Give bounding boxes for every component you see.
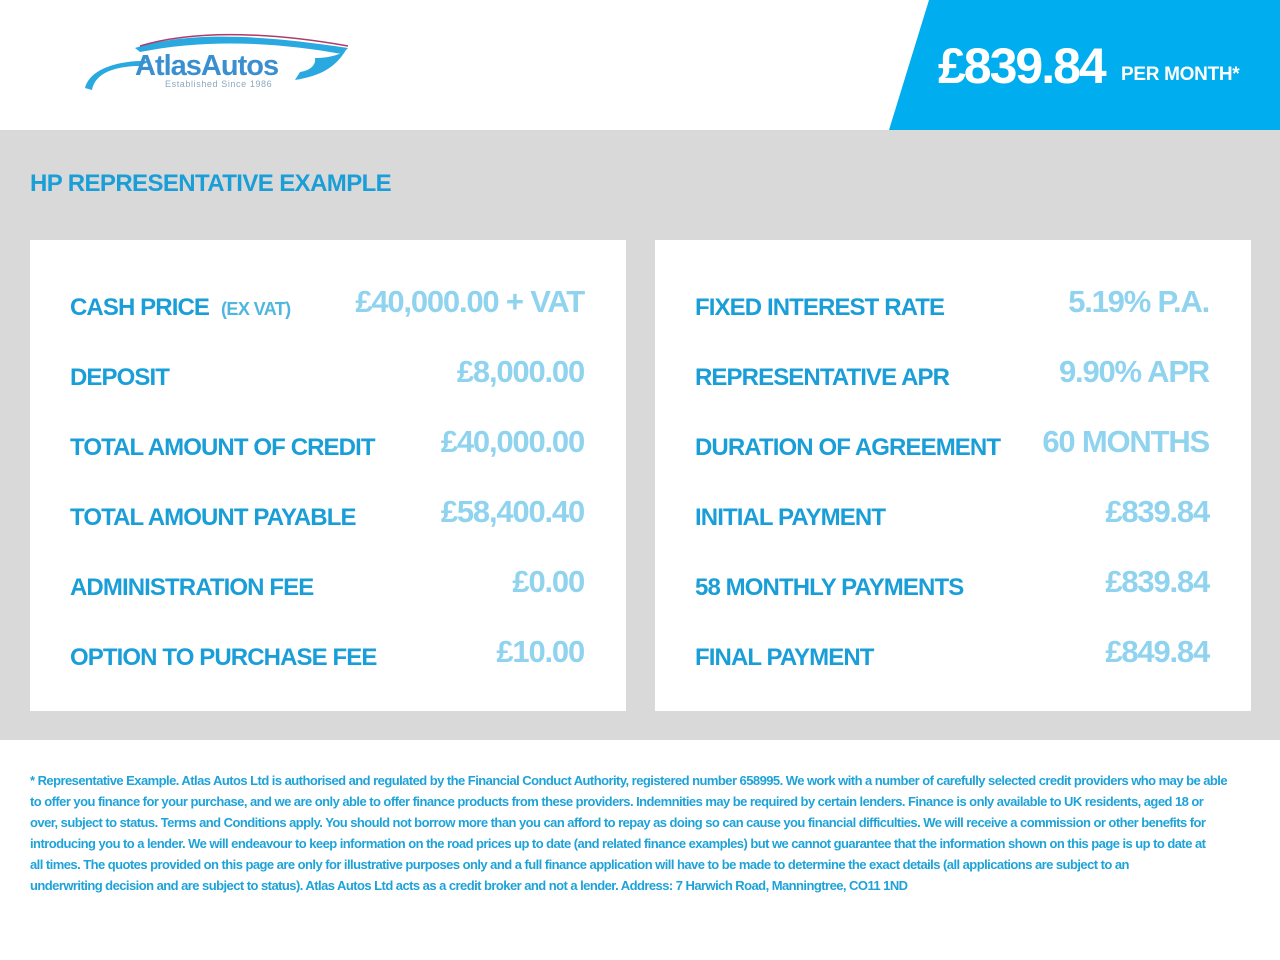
- disclaimer-line: to offer you finance for your purchase, …: [30, 794, 1204, 809]
- disclaimer-line: introducing you to a lender. We will end…: [30, 836, 1206, 851]
- finance-value: £10.00: [496, 634, 585, 669]
- monthly-price-banner: [889, 0, 1280, 130]
- finance-value: 60 MONTHS: [1042, 424, 1210, 459]
- finance-label-text: TOTAL AMOUNT PAYABLE: [70, 504, 356, 531]
- finance-row: FIXED INTEREST RATE 5.19% P.A.: [695, 282, 1210, 322]
- svg-text:AtlasAutos: AtlasAutos: [135, 50, 278, 82]
- finance-row: FINAL PAYMENT £849.84: [695, 632, 1210, 672]
- finance-label: 58 MONTHLY PAYMENTS: [695, 574, 964, 602]
- finance-label: REPRESENTATIVE APR: [695, 364, 950, 392]
- finance-row: TOTAL AMOUNT PAYABLE £58,400.40: [70, 492, 585, 532]
- finance-value: £0.00: [512, 564, 585, 599]
- finance-label: DEPOSIT: [70, 364, 170, 392]
- finance-row: 58 MONTHLY PAYMENTS £839.84: [695, 562, 1210, 602]
- finance-label: TOTAL AMOUNT OF CREDIT: [70, 434, 376, 462]
- disclaimer-line: over, subject to status. Terms and Condi…: [30, 815, 1206, 830]
- finance-value: £8,000.00: [456, 354, 585, 389]
- finance-label-text: CASH PRICE: [70, 294, 210, 321]
- finance-label-text: REPRESENTATIVE APR: [695, 364, 950, 391]
- finance-label: CASH PRICE (EX VAT): [70, 294, 291, 322]
- header: AtlasAutos Established Since 1986 £839.8…: [0, 0, 1280, 130]
- finance-label-text: ADMINISTRATION FEE: [70, 574, 314, 601]
- finance-row: DEPOSIT £8,000.00: [70, 352, 585, 392]
- finance-value: 9.90% APR: [1058, 354, 1210, 389]
- disclaimer-line: * Representative Example. Atlas Autos Lt…: [30, 773, 1228, 788]
- right-finance-panel: FIXED INTEREST RATE 5.19% P.A. REPRESENTAT…: [655, 240, 1251, 711]
- finance-value: £839.84: [1105, 494, 1210, 529]
- finance-label-note: (EX VAT): [221, 299, 291, 319]
- disclaimer-line: all times. The quotes provided on this p…: [30, 857, 1129, 872]
- monthly-price: £839.84: [938, 38, 1107, 94]
- finance-label-text: TOTAL AMOUNT OF CREDIT: [70, 434, 376, 461]
- finance-label-text: OPTION TO PURCHASE FEE: [70, 644, 377, 671]
- finance-label: TOTAL AMOUNT PAYABLE: [70, 504, 356, 532]
- disclaimer-line: underwriting decision and are subject to…: [30, 878, 908, 893]
- atlas-autos-logo[interactable]: AtlasAutos Established Since 1986: [80, 28, 355, 103]
- left-finance-panel: CASH PRICE (EX VAT) £40,000.00 + VAT DEPOSI…: [30, 240, 626, 711]
- finance-row: OPTION TO PURCHASE FEE £10.00: [70, 632, 585, 672]
- finance-label-text: 58 MONTHLY PAYMENTS: [695, 574, 964, 601]
- finance-label-text: DEPOSIT: [70, 364, 170, 391]
- finance-label-text: FIXED INTEREST RATE: [695, 294, 945, 321]
- finance-label: ADMINISTRATION FEE: [70, 574, 314, 602]
- finance-label: DURATION OF AGREEMENT: [695, 434, 1001, 462]
- finance-row: DURATION OF AGREEMENT 60 MONTHS: [695, 422, 1210, 462]
- disclaimer: * Representative Example. Atlas Autos Lt…: [30, 770, 1230, 896]
- finance-value: £40,000.00: [440, 424, 585, 459]
- svg-text:Established Since 1986: Established Since 1986: [165, 79, 272, 89]
- finance-value: £839.84: [1105, 564, 1210, 599]
- finance-row: INITIAL PAYMENT £839.84: [695, 492, 1210, 532]
- finance-row: ADMINISTRATION FEE £0.00: [70, 562, 585, 602]
- finance-row: CASH PRICE (EX VAT) £40,000.00 + VAT: [70, 282, 585, 322]
- section-title: HP REPRESENTATIVE EXAMPLE: [30, 170, 392, 197]
- finance-row: TOTAL AMOUNT OF CREDIT £40,000.00: [70, 422, 585, 462]
- finance-label: OPTION TO PURCHASE FEE: [70, 644, 377, 672]
- finance-value: 5.19% P.A.: [1068, 284, 1210, 319]
- finance-row: REPRESENTATIVE APR 9.90% APR: [695, 352, 1210, 392]
- finance-label: INITIAL PAYMENT: [695, 504, 886, 532]
- finance-label-text: FINAL PAYMENT: [695, 644, 874, 671]
- per-month-label: PER MONTH*: [1121, 64, 1240, 85]
- finance-label: FINAL PAYMENT: [695, 644, 874, 672]
- finance-value: £58,400.40: [440, 494, 585, 529]
- finance-label: FIXED INTEREST RATE: [695, 294, 945, 322]
- finance-value: £849.84: [1105, 634, 1210, 669]
- finance-label-text: DURATION OF AGREEMENT: [695, 434, 1001, 461]
- finance-label-text: INITIAL PAYMENT: [695, 504, 886, 531]
- finance-value: £40,000.00 + VAT: [355, 284, 585, 319]
